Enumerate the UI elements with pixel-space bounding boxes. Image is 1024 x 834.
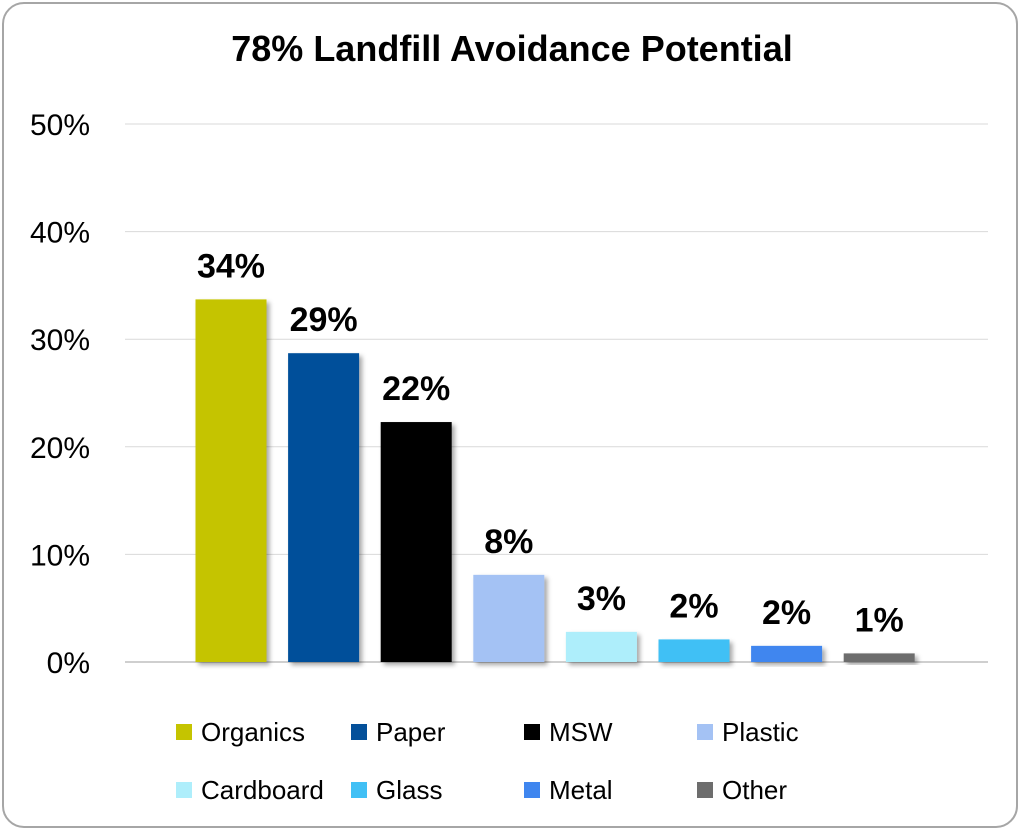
legend-label: MSW <box>549 716 613 747</box>
data-label: 22% <box>382 370 450 408</box>
legend-item-organics: Organics <box>176 717 305 747</box>
data-label: 1% <box>855 601 904 639</box>
legend-item-msw: MSW <box>524 717 613 747</box>
legend-item-cardboard: Cardboard <box>176 775 324 805</box>
legend-swatch <box>351 782 367 798</box>
data-label: 29% <box>290 301 358 339</box>
bar-organics <box>195 299 267 662</box>
legend-label: Organics <box>201 716 306 747</box>
legend-swatch <box>697 724 713 740</box>
legend-swatch <box>176 724 192 740</box>
legend-swatch <box>176 782 192 798</box>
legend-item-other: Other <box>697 775 787 805</box>
data-label: 3% <box>577 580 626 618</box>
legend-swatch <box>524 782 540 798</box>
legend-label: Plastic <box>722 716 799 747</box>
bar-cardboard <box>565 631 637 662</box>
y-tick-label: 20% <box>30 432 90 465</box>
y-tick-label: 0% <box>47 647 90 680</box>
data-label: 2% <box>669 587 718 625</box>
bar-other <box>843 653 915 662</box>
legend-swatch <box>697 782 713 798</box>
legend-item-metal: Metal <box>524 775 613 805</box>
legend-label: Other <box>722 774 788 805</box>
legend-label: Glass <box>376 774 443 805</box>
legend-label: Cardboard <box>201 774 324 805</box>
bar-plastic <box>473 574 545 662</box>
bar-paper <box>288 353 360 662</box>
bar-glass <box>658 639 730 662</box>
data-label: 2% <box>762 594 811 632</box>
y-tick-label: 10% <box>30 539 90 572</box>
data-label: 8% <box>484 523 533 561</box>
data-label: 34% <box>197 247 265 285</box>
legend-item-paper: Paper <box>351 717 445 747</box>
y-tick-label: 40% <box>30 217 90 250</box>
chart-title: 78% Landfill Avoidance Potential <box>231 28 793 69</box>
legend-item-glass: Glass <box>351 775 442 805</box>
legend-swatch <box>351 724 367 740</box>
y-tick-label: 50% <box>30 109 90 142</box>
legend-swatch <box>524 724 540 740</box>
legend-label: Paper <box>376 716 446 747</box>
bar-msw <box>380 422 452 662</box>
legend-item-plastic: Plastic <box>697 717 799 747</box>
legend-label: Metal <box>549 774 613 805</box>
y-tick-label: 30% <box>30 324 90 357</box>
bar-metal <box>751 645 823 662</box>
